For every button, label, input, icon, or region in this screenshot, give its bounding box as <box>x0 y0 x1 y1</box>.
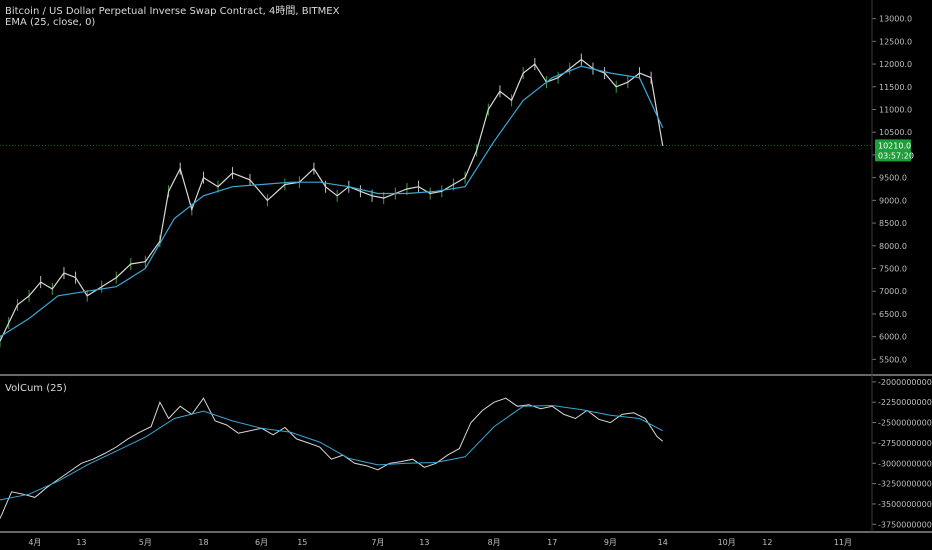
volcum-tick-label: -25000000000.0 <box>878 419 932 428</box>
time-axis[interactable]: 4月 13 5月 18 6月 15 7月 13 8月 17 9月 14 10月 12 11月 <box>28 538 852 547</box>
price-tick-label: 7500.0 <box>879 265 907 274</box>
time-tick-label: 4月 <box>28 538 41 547</box>
volcum-legend: VolCum (25) <box>5 383 67 394</box>
volcum-tick-label: -35000000000.0 <box>878 500 932 509</box>
time-tick-label: 13 <box>76 538 86 547</box>
time-tick-label: 6月 <box>255 538 268 547</box>
time-tick-label: 10月 <box>718 538 736 547</box>
price-tick-label: 12000.0 <box>879 60 912 69</box>
time-tick-label: 8月 <box>488 538 501 547</box>
price-tick-label: 5500.0 <box>879 355 907 364</box>
volcum-tick-label: -22500000000.0 <box>878 398 932 407</box>
price-tick-label: 6000.0 <box>879 333 907 342</box>
ema-series-line <box>0 65 664 338</box>
price-badge-countdown: 03:57:20 <box>878 151 914 160</box>
price-tick-label: 8500.0 <box>879 219 907 228</box>
volcum-tick-label: -27500000000.0 <box>878 439 932 448</box>
volcum-tick-label: -37500000000.0 <box>878 520 932 529</box>
time-tick-label: 18 <box>198 538 208 547</box>
ema-legend: EMA (25, close, 0) <box>5 17 96 28</box>
symbol-title: Bitcoin / US Dollar Perpetual Inverse Sw… <box>5 6 340 17</box>
time-tick-label: 7月 <box>371 538 384 547</box>
volcum-pane[interactable] <box>0 397 664 519</box>
time-tick-label: 12 <box>762 538 772 547</box>
price-badge-bg <box>875 139 911 162</box>
time-tick-label: 13 <box>419 538 429 547</box>
price-tick-label: 6500.0 <box>879 310 907 319</box>
price-tick-label: 9000.0 <box>879 196 907 205</box>
price-axis[interactable]: 13000.0 12500.0 12000.0 11500.0 11000.0 10500… <box>872 15 912 365</box>
price-pane[interactable] <box>0 53 872 348</box>
price-tick-label: 12500.0 <box>879 37 912 46</box>
current-price-badge[interactable]: 10210.003:57:20 <box>875 139 914 162</box>
price-badge-value: 10210.0 <box>878 141 911 150</box>
price-tick-label: 10500.0 <box>879 128 912 137</box>
price-tick-label: 11000.0 <box>879 105 912 114</box>
volcum-tick-label: -30000000000.0 <box>878 459 932 468</box>
price-tick-label: 9500.0 <box>879 174 907 183</box>
time-tick-label: 15 <box>297 538 307 547</box>
price-series-line <box>0 58 664 342</box>
price-legend: Bitcoin / US Dollar Perpetual Inverse Sw… <box>5 6 339 28</box>
volcum-series-line <box>0 397 664 519</box>
price-tick-label: 11500.0 <box>879 83 912 92</box>
price-tick-label: 7000.0 <box>879 287 907 296</box>
time-tick-label: 11月 <box>834 538 852 547</box>
volcum-tick-label: -32500000000.0 <box>878 480 932 489</box>
time-tick-label: 5月 <box>139 538 152 547</box>
volcum-ema-line <box>0 404 663 501</box>
price-tick-label: 13000.0 <box>879 15 912 24</box>
time-tick-label: 17 <box>547 538 557 547</box>
price-tick-label: 8000.0 <box>879 242 907 251</box>
volcum-axis[interactable]: -20000000000.0 -22500000000.0 -25000000000… <box>872 378 932 529</box>
time-tick-label: 9月 <box>604 538 617 547</box>
volcum-tick-label: -20000000000.0 <box>878 378 932 387</box>
time-tick-label: 14 <box>658 538 668 547</box>
